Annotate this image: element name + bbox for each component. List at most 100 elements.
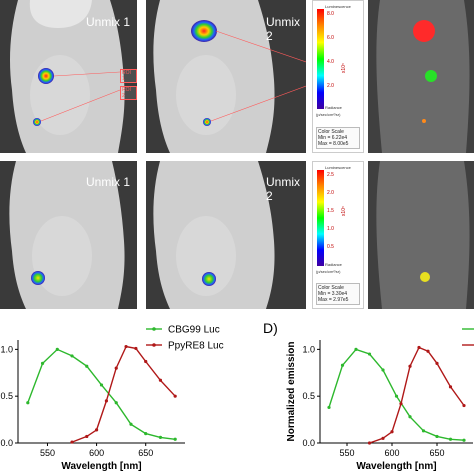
color-scale-box: Color Scale Min = 6.22e4 Max = 8.00e5 <box>316 127 360 149</box>
scale-max: Max = 2.97e5 <box>318 297 349 303</box>
series-2-point <box>408 364 412 368</box>
scale-tick: 1.0 <box>327 226 334 232</box>
y-tick-label: 0.5 <box>302 391 315 401</box>
scale-tick: 6.0 <box>327 35 334 41</box>
x-tick-label: 550 <box>339 448 354 458</box>
series-1-point <box>327 405 331 410</box>
mouse-body-icon <box>146 0 306 153</box>
series-1-point <box>381 368 385 372</box>
y-tick-label: 1.0 <box>302 344 315 354</box>
scale-tick: 4.0 <box>327 59 334 65</box>
row1-merge-panel <box>368 0 474 153</box>
x-tick-label: 650 <box>138 448 153 458</box>
series-1-point <box>26 401 30 405</box>
scale-exponent: x10⁵ <box>341 62 348 74</box>
row2-color-scale: Luminescence 2.5 2.0 1.5 1.0 0.5 x10⁵ Ra… <box>312 161 364 309</box>
orange-signal <box>422 119 426 123</box>
x-tick-label: 650 <box>429 448 444 458</box>
unmix1-label: Unmix 1 <box>86 175 131 189</box>
radiance-units: (p/sec/cm²/sr) <box>316 112 341 117</box>
scale-tick: 2.0 <box>327 190 334 196</box>
x-axis-label: Wavelength [nm] <box>61 461 141 472</box>
row2-merge-panel <box>368 161 474 309</box>
series-line-2 <box>369 346 465 444</box>
series-line-1 <box>27 348 176 440</box>
series-2-point <box>390 430 394 434</box>
row1-unmix2-panel: Unmix 2 <box>146 0 306 153</box>
series-1-point <box>408 415 412 419</box>
series-2-point <box>426 349 430 353</box>
series-2-point <box>104 399 109 403</box>
mouse-body-icon <box>368 161 474 309</box>
scale-exponent: x10⁵ <box>341 205 348 217</box>
series-1-point <box>144 432 148 436</box>
series-1-point <box>85 364 89 368</box>
series-2-point <box>124 344 128 349</box>
scale-tick: 2.0 <box>327 83 334 89</box>
scale-tick: 2.5 <box>327 172 334 178</box>
mouse-body-icon <box>368 0 474 153</box>
row1-unmix2-signals <box>191 20 306 126</box>
roi1-signal <box>38 68 54 84</box>
color-scale-bar <box>317 9 324 109</box>
series-1-point <box>129 422 133 426</box>
scale-title: Luminescence <box>325 165 351 170</box>
roi2-label: ROI 2 <box>120 86 137 100</box>
green-signal <box>425 70 437 82</box>
series-2-point <box>94 428 99 432</box>
scale-tick: 1.5 <box>327 208 334 214</box>
series-2-point <box>158 378 163 382</box>
head-signal <box>191 20 217 42</box>
legend-label-2: PpyRE8 Luc <box>168 341 224 352</box>
mouse-body-icon <box>0 161 137 309</box>
series-2-point <box>448 385 453 389</box>
radiance-label: Radiance <box>325 262 342 267</box>
series-2-point <box>173 394 177 398</box>
abdomen-signal <box>31 271 45 285</box>
row1-unmix1-panel: Unmix 1 ROI 1 ROI 2 <box>0 0 137 153</box>
unmix2-label: Unmix 2 <box>266 15 301 43</box>
series-2-point <box>144 359 148 364</box>
roi2-signal <box>33 118 41 126</box>
series-line-2 <box>71 345 176 443</box>
series-2-point <box>134 346 138 351</box>
series-1-point <box>40 361 45 366</box>
radiance-label: Radiance <box>325 105 342 110</box>
legend-marker-2 <box>152 343 156 347</box>
abdomen-signal <box>203 118 211 126</box>
x-tick-label: 550 <box>40 448 55 458</box>
scale-tick: 0.5 <box>327 244 334 250</box>
series-1-point <box>354 347 358 351</box>
series-2-point <box>399 402 403 406</box>
series-1-point <box>462 438 466 442</box>
series-1-point <box>435 434 439 439</box>
legend-marker-1 <box>152 327 156 331</box>
series-1-point <box>158 435 163 439</box>
roi1-label: ROI 1 <box>120 69 137 83</box>
series-2-point <box>381 436 385 440</box>
color-scale-bar <box>317 170 324 266</box>
x-tick-label: 600 <box>384 448 399 458</box>
yellow-signal <box>420 272 430 282</box>
row1-unmix1-signals <box>33 68 54 126</box>
emission-spectra-chart-left: 550 600 650 0.0 0.5 1.0 Wavelength [nm] CBG99 L… <box>0 325 224 473</box>
series-1-point <box>394 394 399 398</box>
series-2-point <box>114 366 118 370</box>
legend-label-1: CBG99 Luc <box>168 325 220 336</box>
color-scale-box: Color Scale Min = 3.30e4 Max = 2.97e5 <box>316 283 360 305</box>
roi-connector-lines <box>40 71 121 122</box>
series-2-point <box>417 345 421 350</box>
series-2-point <box>367 441 372 445</box>
series-1-point <box>55 347 59 351</box>
series-2-point <box>85 434 89 439</box>
series-2-point <box>462 403 466 408</box>
unmix2-label: Unmix 2 <box>266 175 301 203</box>
series-2-point <box>70 440 74 444</box>
red-signal <box>413 20 435 42</box>
scale-max: Max = 8.00e5 <box>318 141 349 147</box>
series-1-point <box>448 437 453 441</box>
series-1-point <box>70 354 74 358</box>
y-tick-label: 1.0 <box>0 344 13 354</box>
mouse-body-icon <box>0 0 137 153</box>
scale-min: Min = 6.22e4 <box>318 135 348 141</box>
